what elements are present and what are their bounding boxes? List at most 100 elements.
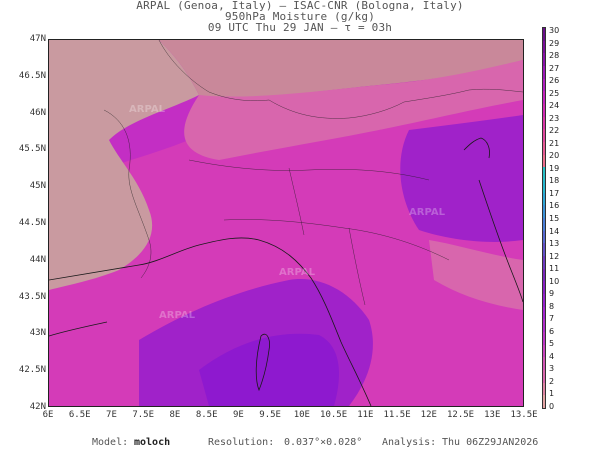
colorbar-label: 29 — [549, 38, 560, 48]
colorbar-segment — [543, 192, 545, 206]
lon-tick-label: 10E — [293, 410, 310, 420]
colorbar-segment — [543, 28, 545, 41]
lat-tick-label: 44.5N — [18, 218, 46, 228]
lon-tick-label: 12E — [420, 410, 437, 420]
colorbar-segment — [543, 268, 545, 282]
lon-tick-label: 8E — [169, 410, 181, 420]
colorbar-label: 3 — [549, 364, 555, 374]
colorbar-segment — [543, 382, 545, 396]
colorbar-segment — [543, 91, 545, 105]
field-region-adriatic-pale — [429, 240, 523, 310]
lon-tick-label: 8.5E — [195, 410, 218, 420]
colorbar-label: 11 — [549, 264, 560, 274]
colorbar-label: 24 — [549, 101, 560, 111]
field-region-alps-pale — [49, 40, 199, 290]
lat-tick-label: 43N — [29, 328, 46, 339]
colorbar-segment — [543, 116, 545, 130]
colorbar-segment — [543, 319, 545, 333]
lat-tick-label: 47N — [29, 34, 46, 44]
colorbar-label: 8 — [549, 301, 555, 311]
colorbar-label: 10 — [549, 276, 560, 286]
field-region-east-dark — [400, 115, 523, 242]
colorbar-label: 22 — [549, 126, 560, 136]
lon-tick-label: 13.5E — [510, 410, 538, 420]
colorbar-segment — [543, 243, 545, 257]
borders — [103, 40, 523, 306]
colorbar-label: 16 — [549, 201, 560, 211]
colorbar-label: 13 — [549, 239, 560, 249]
lon-tick-label: 12.5E — [446, 410, 475, 420]
colorbar-label: 0 — [549, 402, 555, 411]
colorbar-segment — [543, 357, 545, 371]
lon-tick-label: 6.5E — [68, 410, 91, 420]
watermark-1: ARPAL — [129, 104, 166, 115]
colorbar-segment — [543, 78, 545, 92]
colorbar-label: 19 — [549, 163, 560, 173]
colorbar-label: 28 — [549, 51, 560, 61]
colorbar-label: 20 — [549, 151, 560, 161]
colorbar-segment — [543, 370, 545, 383]
lat-tick-label: 42.5N — [18, 365, 46, 376]
title-field: 950hPa Moisture (g/kg) — [224, 10, 376, 23]
lon-tick-label: 11E — [357, 410, 374, 420]
colorbar-segment — [543, 154, 545, 168]
colorbar-label: 15 — [549, 214, 560, 223]
colorbar-label: 2 — [549, 376, 555, 386]
resolution-label: Resolution: — [208, 437, 275, 448]
title-producers: ARPAL (Genoa, Italy) — ISAC-CNR (Bologna… — [136, 0, 464, 12]
colorbar-segment — [543, 129, 545, 143]
colorbar-segment — [543, 332, 545, 345]
lon-tick-label: 9.5E — [259, 410, 281, 420]
coastlines — [49, 137, 523, 406]
model-value: moloch — [134, 437, 171, 448]
colorbar — [542, 27, 546, 409]
field-region-pink — [184, 60, 523, 160]
model-label: Model: — [92, 437, 129, 448]
colorbar-label: 5 — [549, 339, 555, 349]
colorbar-label: 6 — [549, 326, 555, 336]
lat-tick-label: 42N — [29, 402, 46, 412]
lat-tick-label: 46.5N — [18, 70, 46, 81]
colorbar-label: 26 — [549, 76, 560, 86]
field-region-alps-light — [159, 40, 523, 101]
lon-tick-label: 6E — [42, 410, 54, 420]
watermark-4: ARPAL — [159, 310, 196, 321]
watermark-2: ARPAL — [279, 267, 316, 278]
lat-tick-label: 46N — [29, 107, 46, 118]
colorbar-label: 9 — [549, 289, 555, 299]
colorbar-segment — [543, 104, 545, 117]
colorbar-label: 7 — [549, 314, 555, 324]
lat-tick-label: 45N — [29, 181, 46, 192]
watermark-3: ARPAL — [409, 207, 446, 218]
colorbar-label: 1 — [549, 389, 555, 399]
colorbar-label: 27 — [549, 63, 560, 73]
colorbar-segment — [543, 142, 545, 155]
colorbar-segment — [543, 40, 545, 54]
colorbar-segment — [543, 180, 545, 193]
colorbar-segment — [543, 53, 545, 67]
lon-tick-label: 10.5E — [320, 410, 348, 420]
footer: Model: moloch Resolution: 0.037°×0.028° … — [0, 437, 600, 449]
colorbar-label: 23 — [549, 113, 560, 123]
colorbar-segment — [543, 218, 545, 231]
moisture-field: ARPAL ARPAL ARPAL ARPAL — [49, 40, 523, 406]
lon-tick-label: 11.5E — [383, 410, 411, 420]
colorbar-label: 14 — [549, 226, 560, 236]
colorbar-label: 17 — [549, 188, 560, 198]
colorbar-segment — [543, 281, 545, 295]
colorbar-label: 21 — [549, 138, 560, 148]
lon-tick-label: 9E — [232, 410, 244, 420]
resolution-value: 0.037°×0.028° — [284, 437, 363, 448]
colorbar-segment — [543, 306, 545, 320]
colorbar-label: 4 — [549, 351, 555, 361]
colorbar-segment — [543, 230, 545, 244]
lon-tick-label: 7E — [106, 410, 117, 420]
colorbar-segment — [543, 344, 545, 358]
lon-tick-label: 7.5E — [132, 410, 155, 420]
colorbar-segment — [543, 395, 545, 408]
title-valid-time: 09 UTC Thu 29 JAN — τ = 03h — [207, 21, 393, 34]
moisture-map: ARPAL ARPAL ARPAL ARPAL — [48, 39, 524, 407]
field-region-darkest — [199, 333, 339, 406]
colorbar-segment — [543, 294, 545, 307]
colorbar-segment — [543, 66, 545, 79]
